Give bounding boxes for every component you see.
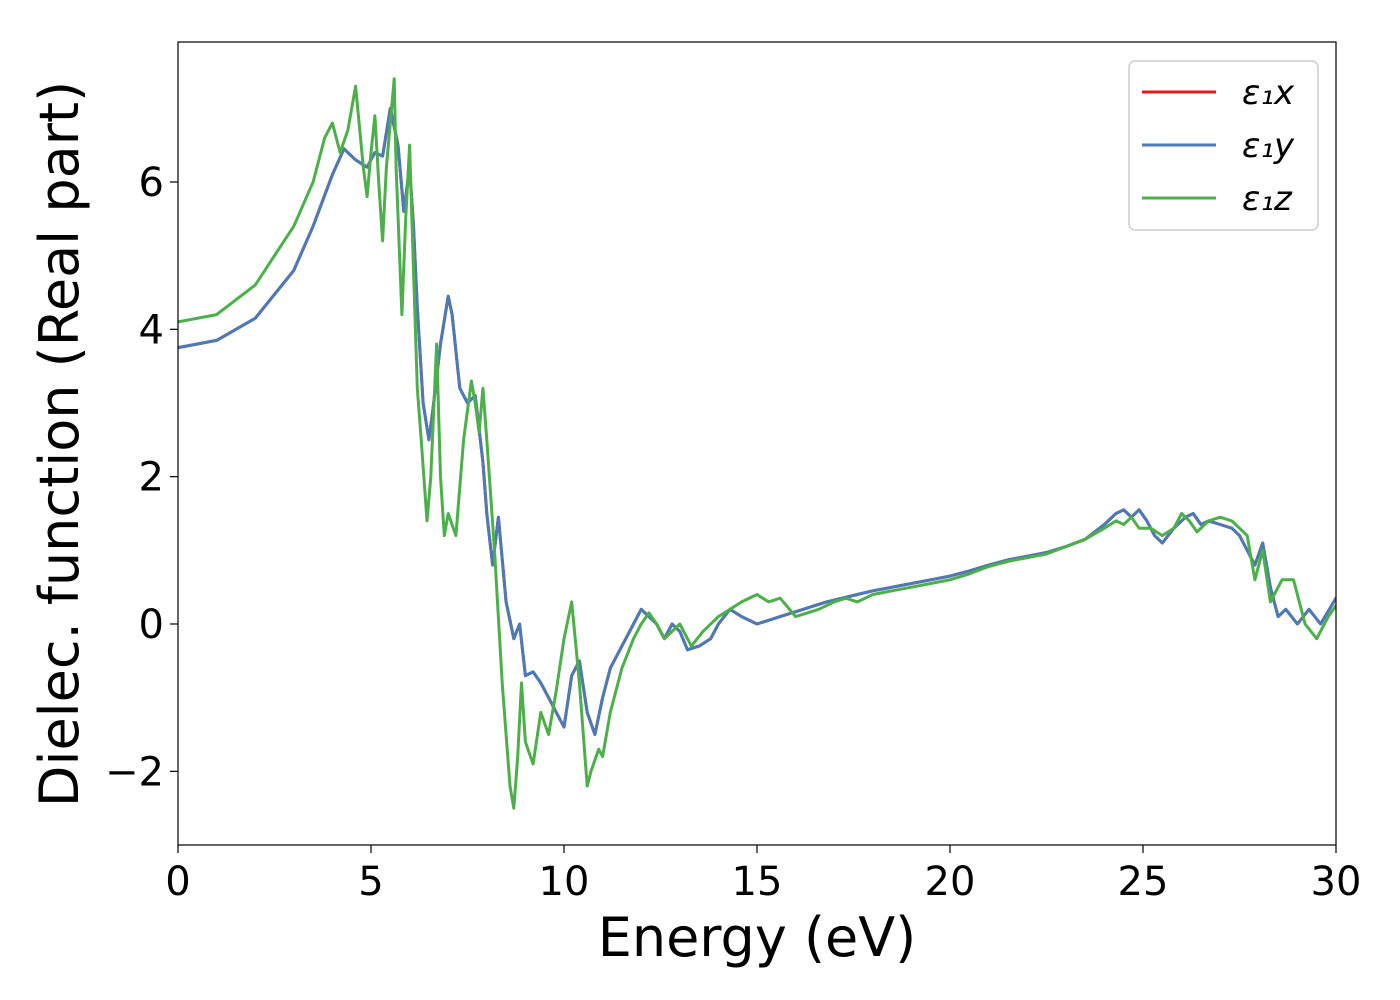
x-tick-label: 5: [358, 859, 383, 905]
y-tick-label: −2: [105, 749, 164, 795]
y-axis-label: Dielec. function (Real part): [28, 81, 91, 807]
x-tick-label: 30: [1311, 859, 1362, 905]
legend-box: [1128, 60, 1319, 231]
y-tick-label: 2: [139, 455, 164, 501]
x-tick-label: 25: [1118, 859, 1169, 905]
x-tick-label: 0: [165, 859, 190, 905]
x-axis-label: Energy (eV): [598, 906, 917, 969]
y-tick-label: 4: [139, 307, 164, 353]
series-layer: [178, 77, 1336, 810]
y-tick-label: 6: [139, 160, 164, 206]
x-tick-label: 10: [539, 859, 590, 905]
legend: ε₁x ε₁y ε₁z: [1128, 60, 1319, 231]
legend-label-3: ε₁z: [1242, 179, 1293, 219]
legend-label-1: ε₁x: [1242, 73, 1295, 113]
x-axis: 0 5 10 15 20 25 30: [165, 845, 1361, 905]
x-tick-label: 20: [925, 859, 976, 905]
series-line-3: [178, 77, 1336, 810]
series-line-2: [178, 106, 1336, 736]
x-tick-label: 15: [732, 859, 783, 905]
legend-label-2: ε₁y: [1242, 126, 1295, 166]
y-axis: −2 0 2 4 6: [105, 160, 178, 795]
y-tick-label: 0: [139, 602, 164, 648]
